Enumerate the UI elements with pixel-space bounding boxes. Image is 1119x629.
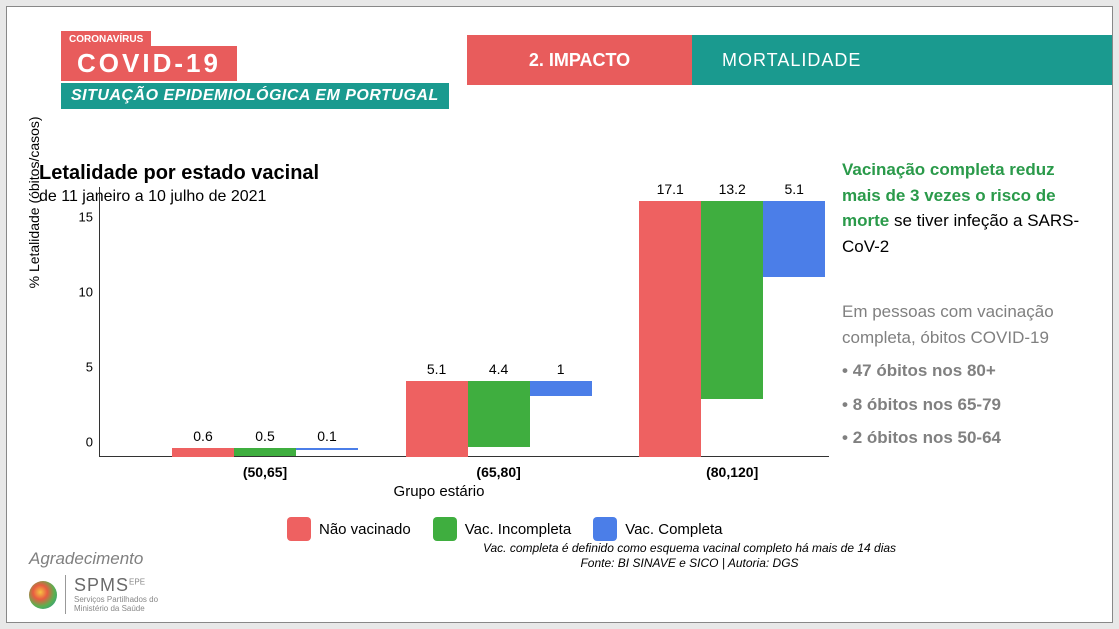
legend-item: Não vacinado: [287, 517, 411, 541]
bar: 1: [530, 381, 592, 396]
spms-epe: EPE: [129, 578, 145, 587]
bar-group: 17.113.25.1: [639, 201, 825, 458]
bar-value-label: 4.4: [489, 361, 508, 377]
bar-value-label: 0.5: [255, 428, 274, 444]
deaths-bullet-item: 47 óbitos nos 80+: [842, 358, 1092, 384]
band-impacto: 2. IMPACTO: [467, 35, 692, 85]
x-axis-title: Grupo estário: [394, 483, 485, 500]
bar-value-label: 0.1: [317, 428, 336, 444]
logo-block: CORONAVÍRUS COVID-19 SITUAÇÃO EPIDEMIOLÓ…: [61, 29, 449, 109]
bar: 0.1: [296, 448, 358, 450]
footnote-line2: Fonte: BI SINAVE e SICO | Autoria: DGS: [580, 556, 798, 570]
legend-label: Vac. Completa: [625, 521, 722, 538]
right-text-column: Vacinação completa reduz mais de 3 vezes…: [842, 157, 1092, 451]
bar-group: 0.60.50.1: [172, 448, 358, 457]
y-tick: 5: [86, 360, 93, 375]
situacao-tag: SITUAÇÃO EPIDEMIOLÓGICA EM PORTUGAL: [61, 83, 449, 109]
deaths-bullet-item: 2 óbitos nos 50-64: [842, 425, 1092, 451]
deaths-bullet-item: 8 óbitos nos 65-79: [842, 392, 1092, 418]
bar-value-label: 5.1: [427, 361, 446, 377]
footnote: Vac. completa é definido como esquema va…: [447, 541, 932, 572]
bar-value-label: 0.6: [193, 428, 212, 444]
bar: 17.1: [639, 201, 701, 458]
x-category-label: (65,80]: [476, 464, 520, 480]
covid19-tag: COVID-19: [61, 46, 237, 81]
y-axis-label: % Letalidade (óbitos/casos): [26, 116, 42, 288]
x-category-label: (50,65]: [243, 464, 287, 480]
legend-swatch: [287, 517, 311, 541]
bar-value-label: 1: [557, 361, 565, 377]
y-tick: 15: [79, 210, 93, 225]
agradecimento-label: Agradecimento: [29, 549, 158, 569]
footnote-line1: Vac. completa é definido como esquema va…: [483, 541, 896, 555]
bar-value-label: 17.1: [657, 181, 684, 197]
plot-area: 0.60.50.15.14.4117.113.25.1: [99, 187, 829, 457]
chart-legend: Não vacinado Vac. Incompleta Vac. Completa: [287, 517, 722, 541]
bar: 0.6: [172, 448, 234, 457]
spms-text: SPMSEPE Serviços Partilhados do Ministér…: [65, 575, 158, 614]
header-band: 2. IMPACTO MORTALIDADE: [467, 35, 1112, 85]
legend-item: Vac. Incompleta: [433, 517, 571, 541]
chart-area: Letalidade por estado vacinal de 11 jane…: [39, 162, 839, 502]
band-mortalidade: MORTALIDADE: [692, 35, 1112, 85]
legend-swatch: [433, 517, 457, 541]
spms-row: SPMSEPE Serviços Partilhados do Ministér…: [29, 575, 158, 614]
spms-main: SPMS: [74, 575, 129, 595]
bar: 13.2: [701, 201, 763, 399]
bar: 0.5: [234, 448, 296, 456]
spms-sub2: Ministério da Saúde: [74, 605, 158, 614]
legend-label: Não vacinado: [319, 521, 411, 538]
bar-value-label: 13.2: [719, 181, 746, 197]
secondary-para: Em pessoas com vacinação completa, óbito…: [842, 299, 1092, 350]
x-category-label: (80,120]: [706, 464, 758, 480]
bar: 5.1: [763, 201, 825, 278]
bar: 5.1: [406, 381, 468, 458]
legend-swatch: [593, 517, 617, 541]
bar-value-label: 5.1: [784, 181, 803, 197]
acknowledgement-block: Agradecimento SPMSEPE Serviços Partilhad…: [29, 549, 158, 614]
y-axis: 0 5 10 15: [79, 187, 99, 457]
legend-label: Vac. Incompleta: [465, 521, 571, 538]
y-tick: 10: [79, 285, 93, 300]
y-tick: 0: [86, 435, 93, 450]
slide: CORONAVÍRUS COVID-19 SITUAÇÃO EPIDEMIOLÓ…: [6, 6, 1113, 623]
bar: 4.4: [468, 381, 530, 447]
spms-logo-icon: [29, 581, 57, 609]
legend-item: Vac. Completa: [593, 517, 722, 541]
deaths-bullet-list: 47 óbitos nos 80+ 8 óbitos nos 65-79 2 óbi…: [842, 358, 1092, 451]
bar-group: 5.14.41: [406, 381, 592, 458]
